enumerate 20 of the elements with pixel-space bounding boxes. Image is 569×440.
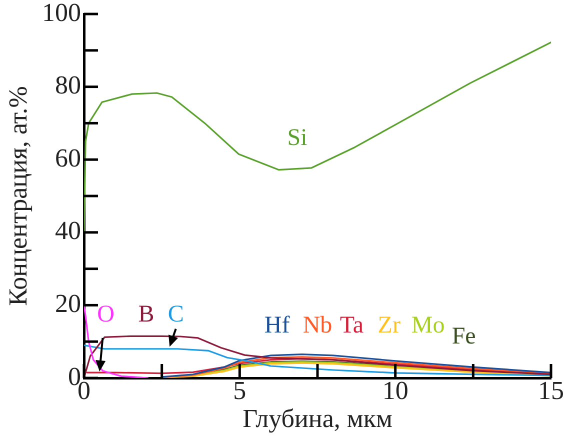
series-label: Ta (340, 312, 364, 338)
y-tick-label: 60 (55, 143, 81, 172)
series-label: Si (287, 125, 308, 152)
series-label: C (168, 302, 184, 328)
x-tick-label: 5 (233, 376, 246, 405)
y-tick-label: 40 (55, 216, 81, 246)
series-label: Mo (411, 312, 445, 338)
series-label: B (138, 302, 154, 328)
series-label: Zr (378, 312, 400, 338)
y-tick-label: 80 (55, 70, 81, 100)
x-axis-title: Глубина, мкм (242, 404, 392, 434)
series-label: O (97, 302, 114, 328)
y-axis-title: Концентрация, ат.% (3, 86, 32, 306)
series-label: Nb (302, 312, 332, 338)
x-tick-label: 15 (538, 376, 564, 405)
x-tick-label: 10 (382, 376, 408, 405)
y-tick-label: 100 (42, 0, 81, 27)
y-tick-label: 20 (55, 289, 81, 318)
series-label: Hf (264, 312, 290, 338)
series-label: Fe (452, 323, 476, 350)
